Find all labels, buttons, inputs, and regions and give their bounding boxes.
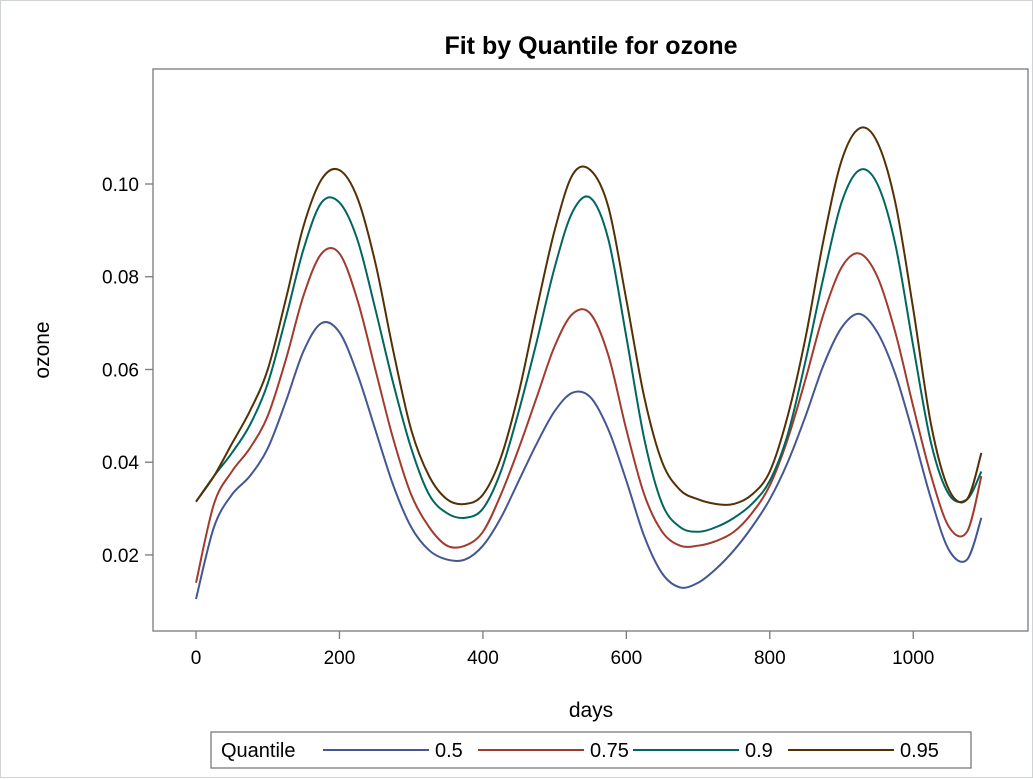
- x-tick-label: 400: [467, 648, 499, 669]
- legend-label-0-95: 0.95: [900, 740, 939, 762]
- series-line-0-75: [195, 247, 983, 584]
- legend-label-0-5: 0.5: [435, 740, 463, 762]
- legend-label-0-9: 0.9: [745, 740, 773, 762]
- series-line-0-95: [195, 126, 983, 506]
- x-axis: 0 200 400 600 800 1000: [191, 631, 934, 669]
- series-line-0-5: [195, 312, 983, 600]
- x-axis-label: days: [569, 699, 613, 722]
- x-tick-label: 600: [611, 648, 643, 669]
- y-tick-label: 0.04: [102, 453, 139, 474]
- y-tick-label: 0.10: [102, 175, 139, 196]
- x-tick-label: 1000: [892, 648, 934, 669]
- legend-items: 0.5 0.75 0.9 0.95: [323, 740, 939, 762]
- legend-label-0-75: 0.75: [590, 740, 629, 762]
- y-tick-label: 0.02: [102, 546, 139, 567]
- y-axis: 0.02 0.04 0.06 0.08 0.10: [102, 175, 153, 567]
- x-tick-label: 0: [191, 648, 202, 669]
- legend: Quantile 0.5 0.75 0.9 0.95: [210, 731, 972, 769]
- chart-title: Fit by Quantile for ozone: [444, 32, 737, 60]
- y-tick-label: 0.08: [102, 268, 139, 289]
- series-line-0-9: [195, 168, 983, 533]
- y-axis-label: ozone: [31, 321, 54, 378]
- plot-area: [152, 68, 1029, 632]
- x-tick-label: 800: [754, 648, 786, 669]
- series-curves: [195, 126, 983, 600]
- legend-title: Quantile: [221, 740, 296, 762]
- y-tick-label: 0.06: [102, 360, 139, 381]
- x-tick-label: 200: [324, 648, 356, 669]
